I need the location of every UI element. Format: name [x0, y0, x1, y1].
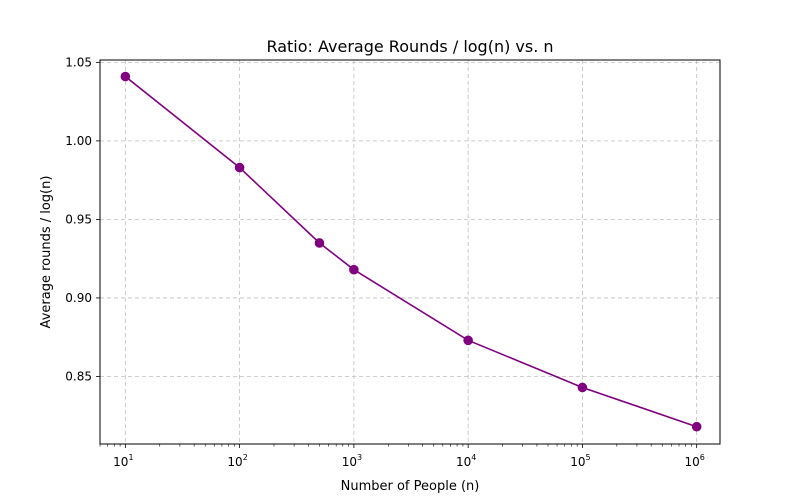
data-point — [463, 335, 473, 346]
grid-lines — [100, 60, 720, 444]
data-point — [234, 162, 245, 173]
y-tick-label: 0.95 — [65, 212, 92, 226]
x-tick-label: 102 — [227, 453, 247, 469]
x-tick-label: 105 — [570, 453, 590, 469]
data-point — [691, 421, 702, 432]
data-point — [314, 238, 325, 248]
x-axis-label: Number of People (n) — [341, 479, 480, 494]
x-tick-label: 106 — [684, 453, 704, 469]
data-series — [120, 71, 702, 432]
y-tick-label: 0.90 — [65, 291, 92, 305]
y-tick-label: 0.85 — [65, 369, 92, 383]
chart-title: Ratio: Average Rounds / log(n) vs. n — [266, 37, 553, 56]
y-axis-label: Average rounds / log(n) — [39, 176, 54, 329]
series-line — [124, 75, 697, 428]
axis-ticks: 101 102 103 104 105 106 0.85 0.90 0.95 1.00 1.05 — [65, 55, 705, 469]
x-tick-label: 103 — [342, 453, 362, 469]
data-point — [120, 71, 131, 82]
x-tick-label: 101 — [113, 453, 133, 469]
data-point — [577, 382, 588, 393]
x-tick-label: 104 — [456, 453, 476, 469]
plot-frame — [99, 59, 721, 445]
y-tick-label: 1.00 — [65, 134, 92, 148]
data-point — [349, 264, 359, 275]
y-tick-label: 1.05 — [65, 55, 92, 69]
